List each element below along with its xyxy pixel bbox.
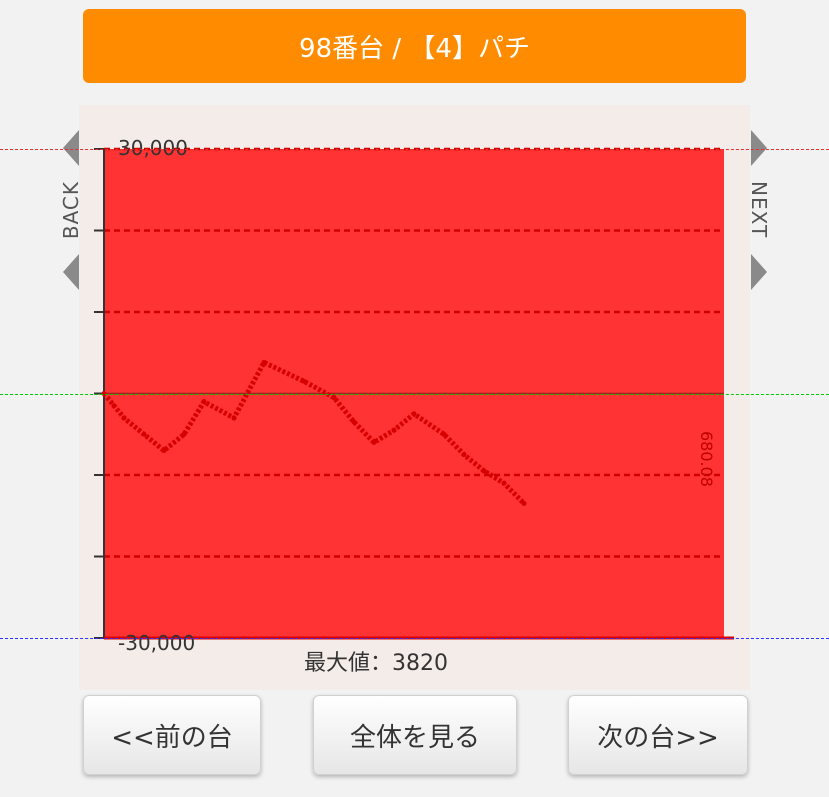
back-nav[interactable]: BACK	[58, 130, 84, 290]
data-point-7	[231, 415, 237, 421]
next-nav[interactable]: NEXT	[746, 130, 772, 290]
slump-graph: 30,000 -30,000 最大値：3820 680.08	[94, 136, 734, 676]
prev-machine-button[interactable]: <<前の台	[83, 695, 261, 775]
machine-title-bar: 98番台 / 【4】パチ	[83, 9, 746, 83]
data-point-15	[441, 431, 447, 437]
next-label: NEXT	[747, 181, 771, 239]
data-point-2	[121, 415, 127, 421]
back-arrow-icon	[63, 130, 79, 166]
next-arrow-icon	[751, 130, 767, 166]
data-point-4	[161, 448, 167, 454]
data-point-3	[141, 431, 147, 437]
data-point-18	[501, 480, 507, 486]
data-point-17	[481, 468, 487, 474]
data-point-14	[411, 411, 417, 417]
data-point-9	[301, 378, 307, 384]
bottom-guide-line	[0, 638, 829, 639]
zero-guide-line	[0, 393, 829, 395]
data-point-19	[521, 501, 527, 507]
data-point-6	[201, 399, 207, 405]
machine-title: 98番台 / 【4】パチ	[299, 33, 530, 64]
view-all-button[interactable]: 全体を見る	[313, 695, 517, 775]
data-point-1	[111, 403, 117, 409]
next-arrow-icon-lower	[751, 253, 767, 290]
back-label: BACK	[59, 180, 83, 240]
series-line-0	[102, 359, 526, 506]
data-point-5	[181, 431, 187, 437]
side-value-label: 680.08	[697, 431, 716, 487]
data-point-10	[331, 395, 337, 401]
data-point-12	[371, 439, 377, 445]
back-arrow-icon-lower	[63, 253, 79, 290]
y-tick-label-bottom: -30,000	[118, 631, 195, 655]
data-point-13	[391, 427, 397, 433]
max-value-label: 最大値：3820	[304, 651, 448, 676]
data-point-16	[461, 452, 467, 458]
top-guide-line	[0, 149, 829, 150]
next-machine-button[interactable]: 次の台>>	[568, 695, 748, 775]
y-tick-label-top: 30,000	[118, 136, 188, 160]
data-point-11	[351, 419, 357, 425]
data-point-8	[261, 359, 267, 365]
graph-panel: 30,000 -30,000 最大値：3820 680.08	[79, 105, 750, 690]
